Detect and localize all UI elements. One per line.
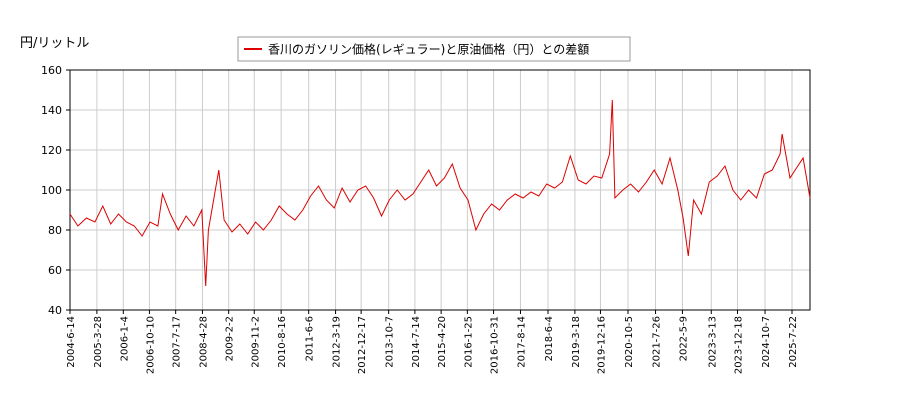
x-tick-label: 2018-6-4 xyxy=(544,316,555,361)
x-tick-label: 2021-7-26 xyxy=(652,316,663,368)
x-tick-label: 2010-8-16 xyxy=(277,316,288,368)
y-axis-label: 円/リットル xyxy=(20,36,89,51)
x-tick-label: 2008-4-28 xyxy=(198,316,209,368)
x-tick-label: 2014-7-14 xyxy=(411,316,422,368)
data-line xyxy=(69,99,811,287)
x-tick-label: 2016-10-31 xyxy=(490,316,501,374)
x-tick-label: 2007-7-17 xyxy=(172,316,183,368)
y-tick-label: 100 xyxy=(41,184,62,197)
x-tick-label: 2004-6-14 xyxy=(66,316,77,368)
x-tick-label: 2017-8-14 xyxy=(516,316,527,368)
x-tick-label: 2023-3-13 xyxy=(707,316,718,368)
x-tick-label: 2012-12-17 xyxy=(357,316,368,374)
x-tick-label: 2009-2-2 xyxy=(225,316,236,361)
legend-box xyxy=(237,36,631,62)
x-tick-label: 2013-10-7 xyxy=(385,316,396,368)
x-tick-label: 2005-3-28 xyxy=(93,316,104,368)
legend-label: 香川のガソリン価格(レギュラー)と原油価格（円）との差額 xyxy=(268,42,589,57)
x-tick-label: 2011-6-6 xyxy=(305,316,316,361)
x-tick-label: 2012-3-19 xyxy=(332,316,343,368)
x-tick-label: 2025-7-22 xyxy=(788,316,799,368)
x-tick-label: 2019-3-18 xyxy=(571,316,582,368)
x-tick-label: 2024-10-7 xyxy=(761,316,772,368)
y-tick-label: 40 xyxy=(48,304,62,317)
x-tick-label: 2009-11-2 xyxy=(250,316,261,368)
x-tick-label: 2006-10-10 xyxy=(145,316,156,374)
y-tick-label: 140 xyxy=(41,104,62,117)
y-tick-label: 80 xyxy=(48,224,62,237)
x-tick-label: 2019-12-16 xyxy=(596,316,607,374)
y-tick-label: 160 xyxy=(41,64,62,77)
y-tick-label: 120 xyxy=(41,144,62,157)
x-tick-label: 2015-4-20 xyxy=(437,316,448,368)
plot-frame xyxy=(69,69,811,311)
x-tick-label: 2006-1-4 xyxy=(119,316,130,361)
x-tick-label: 2020-10-5 xyxy=(624,316,635,368)
x-tick-label: 2023-12-18 xyxy=(733,316,744,374)
x-tick-label: 2016-1-25 xyxy=(463,316,474,368)
x-tick-label: 2022-5-9 xyxy=(678,316,689,361)
y-tick-label: 60 xyxy=(48,264,62,277)
